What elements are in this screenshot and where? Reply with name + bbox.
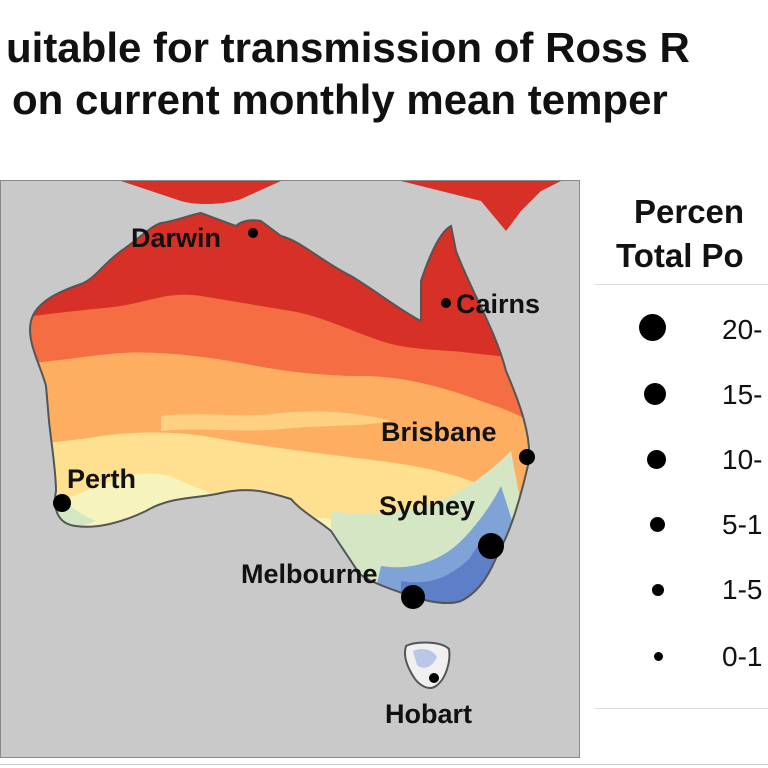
legend-divider-top [595,284,768,285]
cairns-marker [441,298,451,308]
legend-title-line-2: Total Po [616,237,744,274]
melbourne-label: Melbourne [241,559,378,589]
legend-item: 1-5 [620,570,768,610]
perth-label: Perth [67,464,137,494]
darwin-marker [248,228,258,238]
legend-label: 20- [722,314,763,345]
legend-title-line-1: Percen [634,193,745,230]
legend-item: 5-1 [620,505,768,545]
legend-label: 5-1 [722,509,763,540]
legend-divider-bottom [595,708,768,709]
legend-dot [650,517,665,532]
legend-dot [639,314,666,341]
hobart-label: Hobart [385,699,472,729]
map-title: uitable for transmission of Ross R on cu… [0,22,768,126]
melbourne-marker [401,585,425,609]
cairns-label: Cairns [456,289,541,319]
legend-label: 10- [722,444,763,475]
brisbane-marker [519,449,535,465]
australia-map: Darwin Cairns Brisbane Perth Sydney Melb… [0,180,580,758]
bottom-divider [0,764,768,765]
legend-label: 15- [722,379,763,410]
papua-new-guinea-shape [121,181,561,231]
australia-coastline [29,211,531,605]
legend-label: 1-5 [722,574,763,605]
perth-marker [53,494,71,512]
map-canvas [29,181,561,689]
legend-item: 0-1 [620,637,768,677]
legend-dot [644,383,666,405]
hobart-marker [429,673,439,683]
sydney-marker [478,533,504,559]
legend-item: 10- [620,440,768,480]
title-line-2: on current monthly mean temper [12,76,668,123]
legend-title: Percen Total Po [600,190,768,278]
sydney-label: Sydney [379,491,476,521]
legend-dot [654,652,663,661]
brisbane-label: Brisbane [381,417,497,447]
title-line-1: uitable for transmission of Ross R [6,24,690,71]
legend-dot [652,584,664,596]
legend-dot [647,450,666,469]
legend-item: 15- [620,375,768,415]
legend-label: 0-1 [722,641,763,672]
darwin-label: Darwin [131,223,222,253]
legend-item: 20- [620,310,768,350]
